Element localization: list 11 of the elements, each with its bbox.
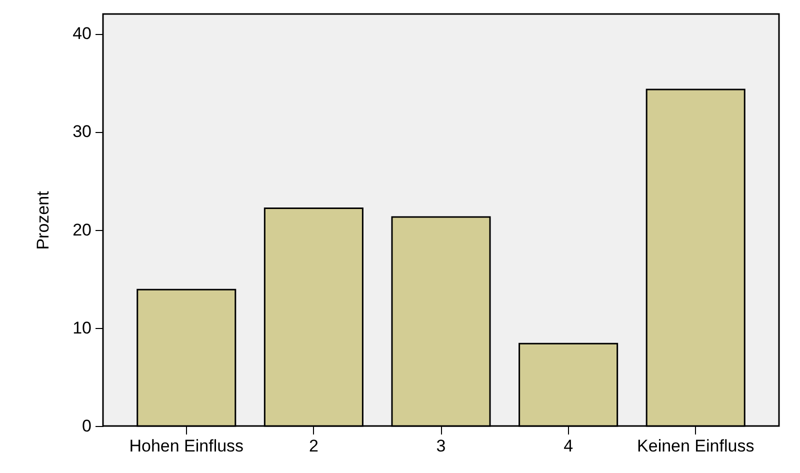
y-tick-label: 30 [72, 122, 92, 142]
x-tick-label: Hohen Einfluss [129, 436, 244, 456]
y-tick-label: 0 [82, 416, 92, 436]
y-tick-label: 20 [72, 220, 92, 240]
y-tick-label: 10 [72, 318, 92, 338]
y-tick-label: 40 [72, 24, 92, 44]
x-tick-label: 4 [564, 436, 574, 456]
x-tick-label: Keinen Einfluss [637, 436, 754, 456]
y-axis-title: Prozent [34, 190, 53, 250]
x-tick-label: 2 [308, 436, 318, 456]
x-tick-label: 3 [436, 436, 446, 456]
